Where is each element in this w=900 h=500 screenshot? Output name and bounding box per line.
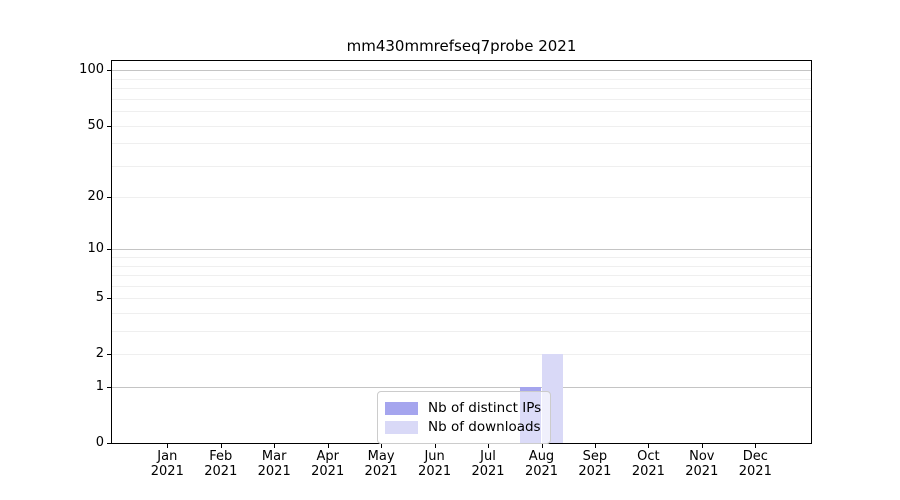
chart-title: mm430mmrefseq7probe 2021 — [346, 37, 577, 55]
y-tick-label: 5 — [95, 290, 104, 306]
y-tick-mark — [107, 387, 112, 388]
minor-gridline — [112, 313, 811, 314]
y-tick-label: 50 — [87, 117, 104, 133]
y-tick-mark — [107, 354, 112, 356]
x-tick-mark — [648, 444, 650, 448]
y-tick-label: 0 — [95, 435, 104, 450]
x-tick-mark — [434, 444, 436, 448]
y-tick-label: 2 — [95, 346, 104, 362]
x-tick-mark — [167, 444, 169, 448]
x-tick-mark — [541, 444, 543, 448]
legend-item-distinct-ips: Nb of distinct IPs — [385, 399, 541, 417]
x-tick-label: Mar 2021 — [257, 449, 291, 479]
x-tick-label: Jun 2021 — [418, 449, 452, 479]
legend-label-distinct-ips: Nb of distinct IPs — [428, 400, 542, 416]
minor-gridline — [112, 354, 811, 356]
x-tick-label: Nov 2021 — [685, 449, 719, 479]
minor-gridline — [112, 285, 811, 287]
x-tick-mark — [381, 444, 383, 448]
minor-gridline — [112, 298, 811, 300]
x-tick-mark — [701, 444, 703, 448]
y-tick-label: 100 — [79, 62, 104, 78]
major-gridline — [112, 70, 811, 72]
y-tick-label: 10 — [87, 241, 104, 257]
y-tick-mark — [107, 197, 112, 199]
x-tick-label: Dec 2021 — [738, 449, 772, 479]
minor-gridline — [112, 125, 811, 127]
minor-gridline — [112, 275, 811, 277]
x-tick-mark — [327, 444, 329, 448]
x-tick-label: Aug 2021 — [524, 449, 559, 479]
downloads-swatch-icon — [385, 420, 418, 434]
minor-gridline — [112, 197, 811, 199]
minor-gridline — [112, 165, 811, 167]
legend-item-downloads: Nb of downloads — [385, 418, 541, 436]
y-tick-label: 1 — [95, 379, 104, 394]
plot-area — [111, 60, 812, 444]
minor-gridline — [112, 111, 811, 112]
minor-gridline — [112, 98, 811, 100]
minor-gridline — [112, 78, 811, 80]
x-tick-label: Feb 2021 — [204, 449, 238, 479]
x-tick-mark — [594, 444, 596, 448]
distinct-ips-swatch-icon — [385, 401, 418, 415]
y-tick-label: 20 — [87, 189, 104, 205]
y-tick-mark — [107, 125, 112, 127]
x-tick-label: Jul 2021 — [471, 449, 505, 479]
legend: Nb of distinct IPs Nb of downloads — [377, 391, 552, 444]
x-tick-mark — [755, 444, 757, 448]
x-tick-mark — [220, 444, 222, 448]
x-tick-mark — [274, 444, 276, 448]
x-tick-label: Jan 2021 — [150, 449, 184, 479]
x-tick-label: Apr 2021 — [311, 449, 345, 479]
y-tick-mark — [107, 443, 112, 444]
minor-gridline — [112, 143, 811, 145]
x-tick-label: Oct 2021 — [631, 449, 665, 479]
minor-gridline — [112, 257, 811, 258]
x-tick-label: Sep 2021 — [578, 449, 612, 479]
x-tick-label: May 2021 — [364, 449, 398, 479]
major-gridline — [112, 387, 811, 388]
major-gridline — [112, 249, 811, 251]
minor-gridline — [112, 88, 811, 90]
y-tick-mark — [107, 70, 112, 72]
y-tick-mark — [107, 249, 112, 251]
x-tick-mark — [488, 444, 489, 448]
minor-gridline — [112, 331, 811, 332]
legend-label-downloads: Nb of downloads — [428, 419, 541, 435]
y-tick-mark — [107, 298, 112, 300]
minor-gridline — [112, 265, 811, 267]
